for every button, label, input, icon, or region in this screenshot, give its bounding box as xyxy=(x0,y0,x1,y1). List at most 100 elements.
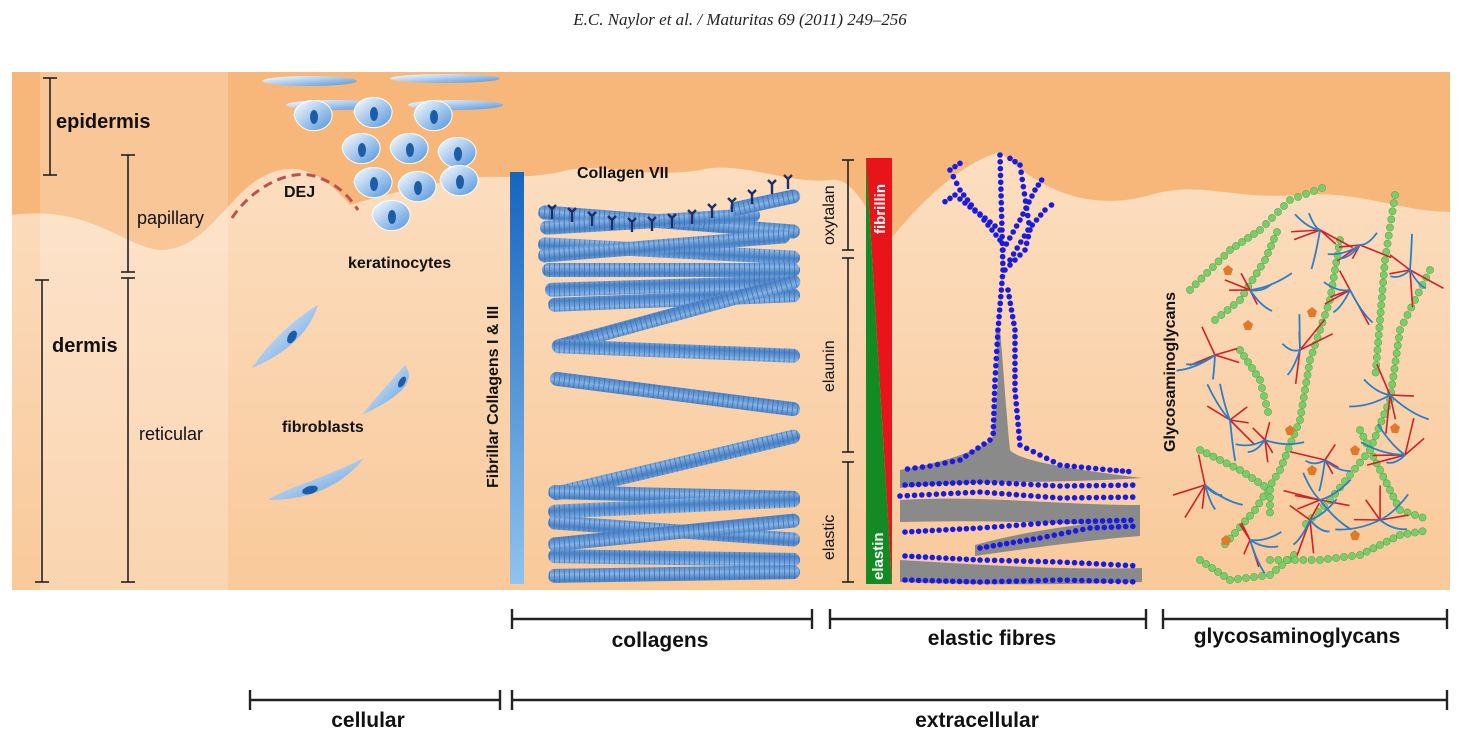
microfibril-dot xyxy=(997,237,1003,243)
microfibril-dot xyxy=(1015,428,1022,435)
microfibril-dot xyxy=(1010,539,1017,546)
label-oxytalan: oxytalan xyxy=(821,185,838,245)
gag-blue-strand xyxy=(1339,244,1361,260)
gag-blue-strand xyxy=(1235,439,1266,447)
microfibril-dot xyxy=(1035,493,1041,500)
gag-bead xyxy=(1362,547,1371,556)
microfibril-dot xyxy=(963,578,970,585)
microfibril-dot xyxy=(1023,240,1030,247)
gag-bead xyxy=(1248,276,1257,284)
gag-bead xyxy=(1297,408,1306,417)
microfibril-dot xyxy=(1035,482,1041,488)
microfibril-dot xyxy=(1087,525,1093,531)
gag-bead xyxy=(1278,458,1287,467)
microfibril-dot xyxy=(1029,193,1035,199)
microfibril-dot xyxy=(943,555,949,561)
microfibril-dot xyxy=(1064,519,1070,525)
collagen-vii-anchor xyxy=(667,213,677,228)
gag-red-strand xyxy=(1409,269,1414,308)
microfibril-dot xyxy=(1020,211,1026,217)
microfibril-dot xyxy=(992,377,998,383)
gag-blue-strand xyxy=(1319,499,1352,531)
microfibril-dot xyxy=(1121,517,1127,524)
microfibril-dot xyxy=(1065,529,1072,536)
gag-bead xyxy=(1379,472,1388,481)
collagen-fibril xyxy=(729,189,801,216)
gag-bead xyxy=(1252,370,1260,378)
gag-bead xyxy=(1259,492,1268,501)
gag-bead xyxy=(1376,316,1384,324)
microfibril-dot xyxy=(997,300,1004,307)
microfibril-dot xyxy=(1037,535,1043,541)
microfibril-dot xyxy=(915,553,922,560)
microfibril-dot xyxy=(1007,300,1014,307)
microfibril-dot xyxy=(1003,241,1010,247)
gag-core-protein xyxy=(1223,265,1233,275)
microfibril-dot xyxy=(1044,533,1050,540)
microfibril-dot xyxy=(1007,257,1013,263)
gag-red-strand xyxy=(1309,519,1315,554)
microfibril-dot xyxy=(994,341,1000,348)
gag-bead xyxy=(1396,326,1404,334)
gag-red-strand xyxy=(1366,454,1406,466)
gag-bead xyxy=(1388,380,1397,389)
gag-red-strand xyxy=(1379,514,1409,521)
gag-red-strand xyxy=(1338,244,1361,248)
dej-line xyxy=(230,172,360,219)
microfibril-dot xyxy=(1021,191,1028,197)
gag-bead xyxy=(1258,384,1266,392)
microfibril-dot xyxy=(948,490,954,497)
gag-bead xyxy=(1258,572,1266,580)
microfibril-dot xyxy=(960,192,967,198)
microfibril-dot xyxy=(1023,445,1030,452)
label-glycosaminoglycans: Glycosaminoglycans xyxy=(1162,292,1179,452)
microfibril-dot xyxy=(1086,494,1092,501)
microfibril-dot xyxy=(1017,538,1023,545)
gag-blue-strand xyxy=(1327,244,1361,256)
gag-red-strand xyxy=(1240,522,1251,541)
gag-blue-strand xyxy=(1264,439,1305,446)
gag-bead xyxy=(1310,187,1318,195)
gag-bead xyxy=(1374,331,1383,339)
microfibril-dot xyxy=(999,220,1005,226)
label-elastic: elastic xyxy=(821,515,838,560)
microfibril-dot xyxy=(1115,524,1122,530)
gag-blue-strand xyxy=(1308,212,1321,231)
microfibril-dot xyxy=(1051,532,1058,538)
microfibril-dot xyxy=(1035,520,1041,527)
keratinocyte-cell xyxy=(390,74,500,83)
microfibril-dot xyxy=(989,227,995,233)
microfibril-dot xyxy=(997,165,1004,172)
microfibril-dot xyxy=(999,523,1005,530)
gag-bead xyxy=(1286,196,1294,204)
microfibril-dot xyxy=(1035,577,1041,584)
gag-blue-strand xyxy=(1249,539,1279,548)
microfibril-dot xyxy=(1017,217,1023,223)
gag-bead xyxy=(1196,556,1204,564)
gag-bead xyxy=(1261,256,1269,264)
microfibril-dot xyxy=(1129,579,1136,585)
microfibril-dot xyxy=(991,383,998,390)
microfibril-dot xyxy=(977,212,983,218)
collagen-fibrils xyxy=(537,189,801,583)
microfibril-dot xyxy=(1086,482,1092,489)
microfibril-dot xyxy=(956,556,963,562)
microfibril-dot xyxy=(1078,518,1085,525)
microfibril-dot xyxy=(992,370,999,376)
gag-blue-strand xyxy=(1409,269,1427,290)
microfibril-dot xyxy=(975,445,981,451)
gag-bead xyxy=(1236,296,1244,304)
gag-bead xyxy=(1307,556,1316,564)
gag-bead xyxy=(1196,446,1204,454)
microfibril-dot xyxy=(998,199,1005,206)
gag-blue-strand xyxy=(1302,472,1321,501)
microfibril-dot xyxy=(998,206,1005,213)
microfibril-dot xyxy=(947,167,953,173)
microfibril-dot xyxy=(991,557,998,564)
microfibril-dot xyxy=(1030,536,1037,542)
gag-blue-strand xyxy=(1386,454,1406,464)
microfibril-dot xyxy=(1018,169,1024,176)
microfibril-dot xyxy=(909,481,915,488)
microfibril-dot xyxy=(909,577,915,583)
collagen-fibril xyxy=(547,513,801,552)
